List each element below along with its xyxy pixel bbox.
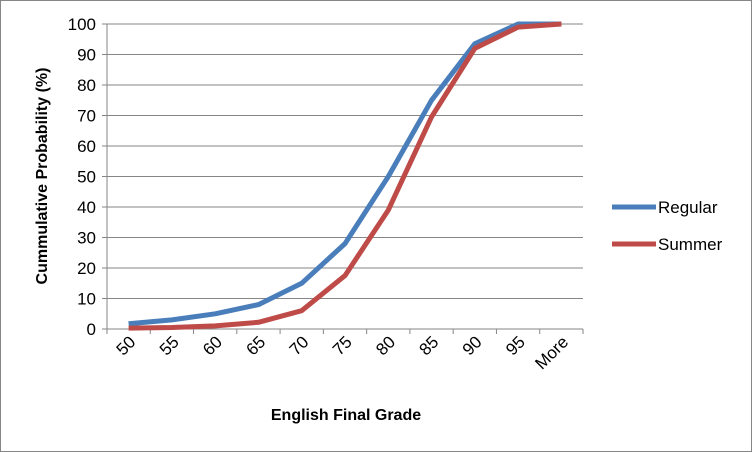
x-axis-title: English Final Grade bbox=[271, 407, 421, 424]
axes bbox=[106, 24, 584, 334]
x-tick-label: 95 bbox=[502, 332, 529, 359]
legend-label-regular: Regular bbox=[658, 198, 718, 217]
y-tick-label: 20 bbox=[77, 259, 96, 278]
y-tick-label: 10 bbox=[77, 290, 96, 309]
series-line-summer bbox=[128, 21, 562, 331]
series-lines bbox=[128, 21, 562, 331]
y-axis-title: Cummulative Probability (%) bbox=[34, 68, 51, 285]
x-tick-label: 55 bbox=[156, 332, 183, 359]
x-tick-label: 65 bbox=[242, 332, 269, 359]
y-tick-label: 70 bbox=[77, 107, 96, 126]
x-tick-label: More bbox=[531, 332, 572, 373]
x-tick-label: 50 bbox=[113, 332, 140, 359]
legend: Regular Summer bbox=[612, 198, 723, 254]
y-tick-label: 30 bbox=[77, 229, 96, 248]
y-tick-label: 40 bbox=[77, 198, 96, 217]
y-tick-label: 90 bbox=[77, 46, 96, 65]
grid-lines bbox=[102, 23, 583, 330]
y-tick-label: 60 bbox=[77, 137, 96, 156]
x-tick-label: 85 bbox=[416, 332, 443, 359]
y-tick-label: 80 bbox=[77, 76, 96, 95]
x-tick-label: 80 bbox=[372, 332, 399, 359]
x-tick-label: 60 bbox=[199, 332, 226, 359]
y-tick-label: 0 bbox=[87, 320, 96, 339]
x-tick-label: 90 bbox=[459, 332, 486, 359]
x-tick-labels: 50 55 60 65 70 75 80 85 90 95 More bbox=[113, 332, 573, 373]
legend-label-summer: Summer bbox=[658, 235, 723, 254]
series-line-regular bbox=[128, 21, 562, 327]
x-tick-label: 70 bbox=[286, 332, 313, 359]
x-tick-label: 75 bbox=[329, 332, 356, 359]
y-tick-label: 100 bbox=[68, 15, 96, 34]
y-tick-labels: 0 10 20 30 40 50 60 70 80 90 100 bbox=[68, 15, 96, 339]
y-tick-label: 50 bbox=[77, 168, 96, 187]
